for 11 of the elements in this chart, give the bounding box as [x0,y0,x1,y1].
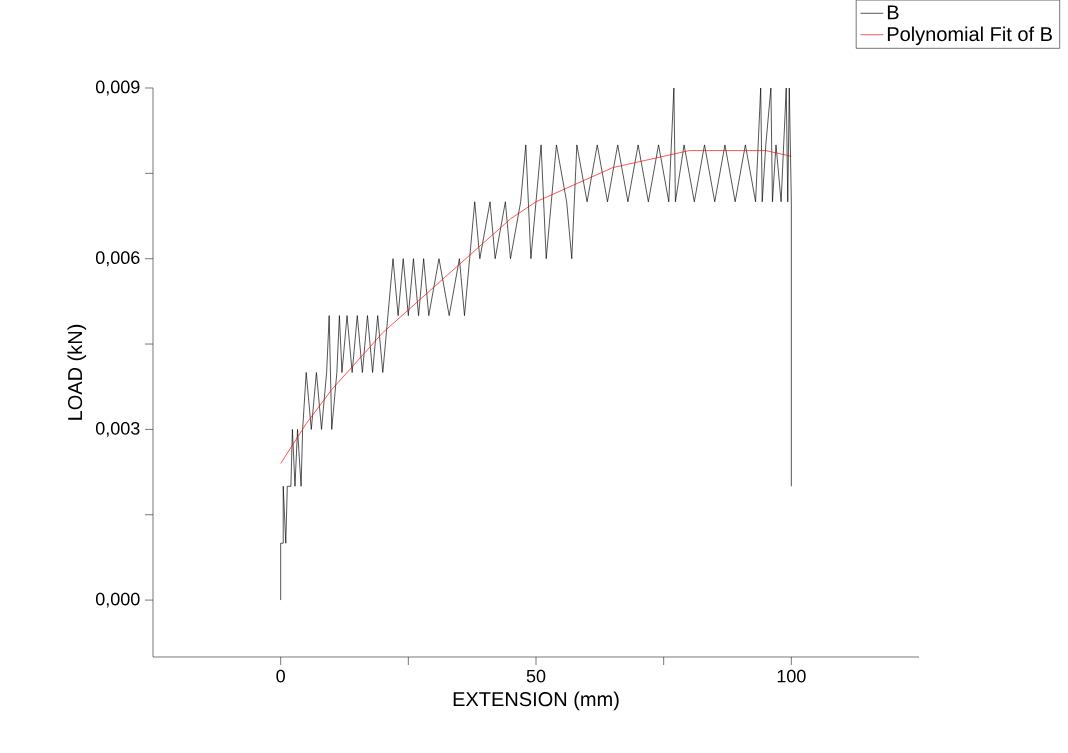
legend-label: B [887,5,899,20]
y-axis-title: LOAD (kN) [67,324,87,420]
y-tick-label: 0,000 [95,592,140,608]
x-tick-label: 50 [526,669,546,683]
y-tick-label: 0,006 [95,251,140,267]
y-tick-label: 0,003 [95,421,140,437]
x-axis-title: EXTENSION (mm) [453,691,619,711]
y-tick-label: 0,009 [95,80,140,96]
x-tick-label: 0 [276,669,285,683]
legend-label: Polynomial Fit of B [887,26,1052,46]
x-tick-label: 100 [777,669,806,683]
